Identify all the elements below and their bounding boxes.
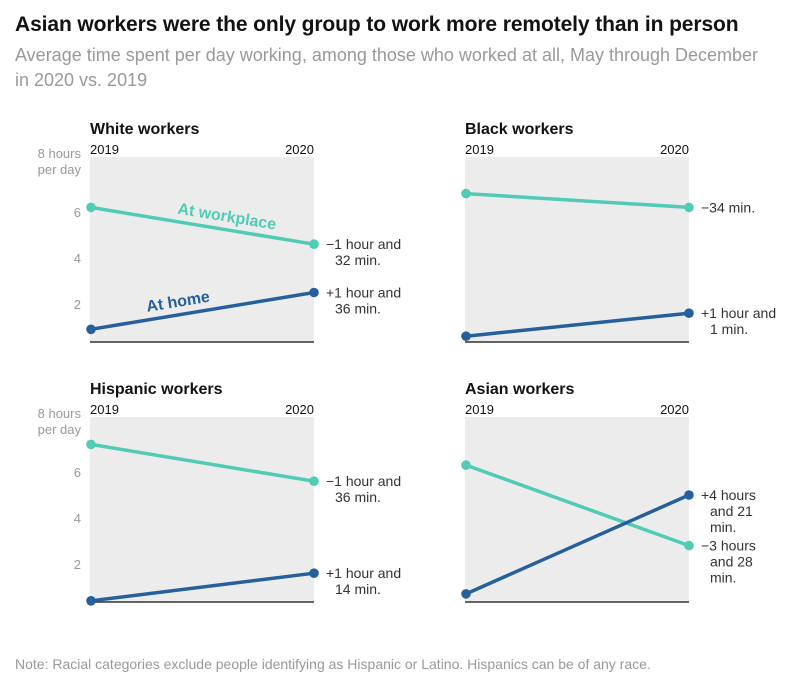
data-point-workplace: [461, 460, 471, 470]
data-point-workplace: [86, 439, 96, 450]
y-tick-label: 4: [74, 251, 81, 266]
change-label: +1 hour and 14 min.: [326, 565, 401, 597]
data-point-home: [309, 287, 319, 298]
footnote: Note: Racial categories exclude people i…: [15, 656, 651, 672]
panel-background: [465, 417, 689, 602]
series-line-home: [464, 311, 691, 338]
data-point-workplace: [309, 476, 319, 487]
panel-title: White workers: [90, 121, 199, 138]
x-tick-label: 2020: [660, 402, 689, 417]
change-label: +4 hours and 21 min.: [701, 487, 756, 535]
x-tick-label: 2020: [660, 142, 689, 157]
x-tick-label: 2020: [285, 402, 314, 417]
panel-background: [90, 157, 314, 342]
change-label: −1 hour and 36 min.: [326, 473, 401, 505]
series-line-home: [89, 290, 316, 332]
chart-title: Asian workers were the only group to wor…: [15, 13, 739, 36]
change-label: −1 hour and 32 min.: [326, 236, 401, 268]
data-point-home: [684, 490, 694, 500]
panel-asian-workers: Asian workers 2019 2020 −3 hours and 28 min.+…: [461, 381, 756, 603]
series-line-workplace: [89, 205, 316, 246]
x-tick-label: 2019: [90, 402, 119, 417]
panel-background: [90, 417, 314, 602]
data-point-workplace: [461, 188, 471, 199]
data-point-home: [461, 589, 471, 599]
data-point-workplace: [684, 540, 694, 551]
y-tick-label: 6: [74, 205, 81, 220]
panel-background: [465, 157, 689, 342]
data-point-home: [86, 324, 96, 335]
data-point-workplace: [684, 202, 694, 213]
panel-title: Asian workers: [465, 381, 574, 398]
y-tick-label: 8 hours per day: [38, 406, 82, 437]
panel-black-workers: Black workers 2019 2020 −34 min. +1 hour and…: [461, 121, 776, 343]
series-line-workplace: [89, 442, 316, 483]
y-tick-label: 8 hours per day: [38, 146, 82, 177]
x-tick-label: 2019: [465, 402, 494, 417]
panel-hispanic-workers: Hispanic workers 2019 2020 8 hours per day 6 4…: [38, 381, 401, 606]
y-tick-label: 4: [74, 511, 81, 526]
data-point-home: [461, 331, 471, 342]
y-tick-label: 2: [74, 297, 81, 312]
data-point-home: [309, 568, 319, 578]
y-tick-label: 2: [74, 557, 81, 572]
data-point-workplace: [86, 202, 96, 213]
data-point-workplace: [309, 239, 319, 249]
panel-title: Hispanic workers: [90, 381, 223, 398]
chart-subtitle: Average time spent per day working, amon…: [15, 45, 759, 90]
x-tick-label: 2019: [465, 142, 494, 157]
y-tick-label: 6: [74, 465, 81, 480]
panel-white-workers: White workers 2019 2020 8 hours per day 6 4 2 −1…: [38, 121, 401, 343]
panel-title: Black workers: [465, 121, 574, 138]
x-tick-label: 2020: [285, 142, 314, 157]
data-point-home: [684, 308, 694, 319]
change-label: −34 min.: [701, 199, 755, 215]
series-line-home: [89, 571, 316, 603]
series-line-home: [464, 493, 691, 596]
series-line-workplace: [464, 191, 691, 210]
data-point-home: [86, 596, 96, 606]
change-label: +1 hour and 1 min.: [701, 305, 776, 337]
change-label: −3 hours and 28 min.: [701, 538, 756, 586]
series-line-workplace: [464, 463, 691, 548]
change-label: +1 hour and 36 min.: [326, 285, 401, 317]
x-tick-label: 2019: [90, 142, 119, 157]
